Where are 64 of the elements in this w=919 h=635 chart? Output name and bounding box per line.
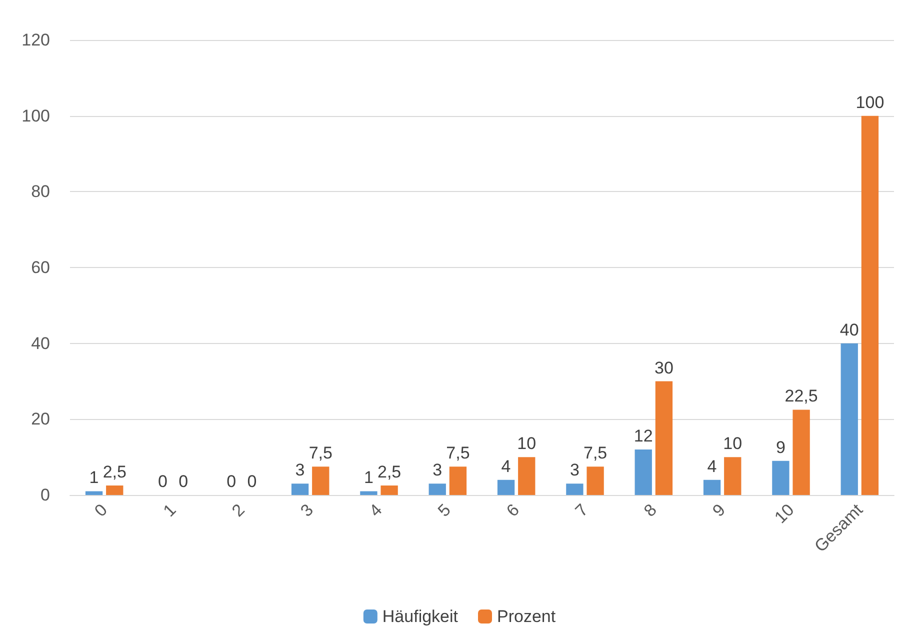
bar (380, 486, 398, 495)
x-tick-label: 1 (160, 500, 180, 520)
data-label: 1 (364, 468, 374, 488)
bar (634, 450, 652, 495)
bar (772, 460, 790, 495)
data-label: 100 (856, 92, 884, 112)
bar (312, 466, 330, 495)
x-tick-label: 8 (640, 500, 660, 520)
data-label: 3 (295, 460, 305, 480)
data-label: 3 (570, 460, 580, 480)
x-tick-label: 5 (434, 500, 454, 520)
data-label: 0 (178, 472, 188, 491)
data-label: 3 (432, 460, 442, 480)
data-label: 1 (89, 468, 99, 488)
bar (840, 343, 858, 495)
x-tick-label: 3 (296, 500, 318, 520)
y-tick-label: 120 (22, 30, 50, 50)
data-label: 12 (634, 426, 653, 446)
y-tick-label: 40 (31, 334, 50, 353)
x-tick-label: 6 (502, 500, 524, 520)
data-label: 7,5 (583, 444, 608, 463)
y-tick-label: 0 (40, 486, 50, 504)
bar (85, 491, 103, 495)
x-tick-label: 9 (708, 500, 730, 520)
data-label: 0 (247, 472, 257, 491)
x-tick-label: 7 (572, 500, 592, 520)
data-label: 2,5 (377, 462, 402, 482)
y-tick-label: 100 (22, 106, 50, 126)
bar (586, 466, 604, 495)
y-tick-label: 60 (31, 258, 50, 277)
bar (792, 410, 810, 495)
bar (724, 457, 742, 495)
bar (566, 484, 584, 495)
bar (655, 381, 673, 495)
data-label: 4 (501, 456, 511, 476)
bar (428, 484, 446, 495)
data-label: 9 (776, 438, 786, 457)
data-label: 40 (840, 320, 859, 340)
data-label: 0 (158, 472, 168, 491)
data-label: 0 (226, 472, 236, 491)
x-tick-label: 2 (228, 500, 248, 520)
bar (703, 480, 721, 495)
data-label: 4 (707, 456, 717, 476)
legend-label: Häufigkeit (382, 607, 458, 626)
y-tick-label: 80 (31, 182, 50, 202)
data-label: 10 (517, 434, 536, 454)
bar (291, 484, 309, 495)
x-tick-label: 0 (90, 500, 112, 520)
x-tick-label: 10 (770, 500, 798, 528)
bar (106, 486, 124, 495)
bar (497, 480, 515, 495)
bar (360, 491, 378, 495)
y-tick-label: 20 (31, 410, 50, 429)
data-label: 2,5 (102, 462, 126, 482)
data-label: 30 (654, 358, 674, 378)
data-label: 10 (723, 434, 742, 454)
data-label: 7,5 (446, 444, 470, 463)
data-label: 22,5 (784, 386, 818, 406)
bar (861, 116, 879, 495)
data-label: 7,5 (308, 444, 332, 463)
legend-label: Prozent (497, 607, 556, 626)
x-tick-label: 4 (366, 500, 386, 520)
bar (518, 457, 536, 495)
bar (449, 466, 467, 495)
